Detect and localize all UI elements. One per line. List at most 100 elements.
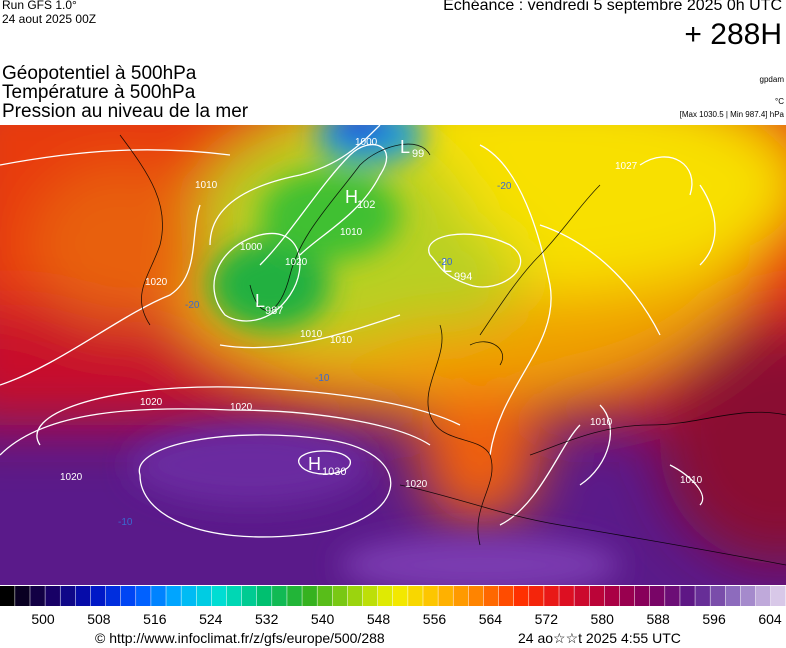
color-swatch: [241, 586, 257, 606]
run: Run GFS 1.0°: [2, 0, 77, 12]
color-swatch: [513, 586, 529, 606]
color-swatch: [423, 586, 438, 606]
map-label: 1020: [230, 402, 253, 413]
colorbar-label: 508: [87, 611, 111, 627]
map-label: 102: [357, 199, 375, 211]
map-label: L: [400, 137, 410, 157]
color-swatch: [695, 586, 710, 606]
map-label: 1000: [240, 242, 263, 253]
color-swatch: [256, 586, 272, 606]
color-swatch: [120, 586, 136, 606]
map-label: 1020: [140, 397, 163, 408]
color-swatch: [725, 586, 741, 606]
color-swatch: [529, 586, 544, 606]
color-swatch: [649, 586, 665, 606]
color-swatch: [468, 586, 484, 606]
color-swatch: [75, 586, 91, 606]
map-label: 1030: [322, 466, 346, 478]
color-swatch: [272, 586, 287, 606]
map-label: H: [308, 454, 321, 474]
color-swatch: [136, 586, 151, 606]
colorbar-label: 588: [646, 611, 670, 627]
color-swatch: [589, 586, 605, 606]
colorbar-label: 572: [535, 611, 559, 627]
color-swatch: [151, 586, 166, 606]
color-swatch: [438, 586, 453, 606]
color-swatch: [347, 586, 363, 606]
color-swatch: [483, 586, 499, 606]
unit: °C: [775, 97, 784, 106]
map-label: -10: [315, 373, 330, 384]
map-label: -20: [438, 257, 453, 268]
colorbar-label: 596: [702, 611, 726, 627]
color-swatch: [0, 586, 15, 606]
color-swatch: [544, 586, 559, 606]
map-label: L: [442, 256, 452, 276]
colorbar-label: 532: [255, 611, 279, 627]
map-label: 1010: [590, 417, 613, 428]
color-swatch: [30, 586, 45, 606]
color-swatch: [332, 586, 348, 606]
color-swatch: [15, 586, 30, 606]
color-swatch: [574, 586, 589, 606]
colorbar-label: 580: [591, 611, 615, 627]
colorbar-label: 548: [367, 611, 391, 627]
colorbar-label: 556: [423, 611, 447, 627]
map-label: 994: [454, 271, 472, 283]
colorbar-label: 524: [199, 611, 223, 627]
colorbar: 500 508 516 524 532 540 548 556 564 572 580 588 596 6…: [0, 586, 786, 627]
map-label: 1010: [330, 335, 353, 346]
unit: gpdam: [759, 75, 784, 84]
color-swatch: [302, 586, 317, 606]
map-label: H: [345, 187, 358, 207]
color-swatch: [453, 586, 469, 606]
color-swatch: [90, 586, 106, 606]
unit: [Max 1030.5 | Min 987.4] hPa: [679, 110, 784, 119]
map-label: 1020: [60, 472, 83, 483]
map-label: 1010: [340, 227, 363, 238]
title: Géopotentiel à 500hPa: [2, 63, 197, 84]
colorbar-label: 516: [143, 611, 167, 627]
title: Température à 500hPa: [2, 82, 196, 103]
map-label: -20: [497, 181, 512, 192]
map-label: L: [255, 291, 265, 311]
color-swatch: [604, 586, 620, 606]
run-date: 24 aout 2025 00Z: [2, 12, 97, 26]
colorbar-label: 540: [311, 611, 335, 627]
color-swatch: [181, 586, 196, 606]
color-swatch: [393, 586, 408, 606]
color-swatch: [740, 586, 756, 606]
color-swatch: [287, 586, 302, 606]
color-swatch: [770, 586, 786, 606]
map-label: -20: [185, 300, 200, 311]
color-swatch: [45, 586, 60, 606]
color-swatch: [196, 586, 212, 606]
map-label: 1020: [145, 277, 168, 288]
color-swatch: [559, 586, 574, 606]
map-label: 1027: [615, 161, 638, 172]
colorbar-label: 500: [31, 611, 55, 627]
coastlines: [119, 134, 786, 566]
isobars: [0, 125, 716, 538]
color-swatch: [211, 586, 227, 606]
color-swatch: [166, 586, 181, 606]
colorbar-label: 604: [758, 611, 782, 627]
color-swatch: [226, 586, 242, 606]
map-label: 987: [265, 305, 283, 317]
color-swatch: [317, 586, 333, 606]
map-label: 1010: [300, 329, 323, 340]
source: © http://www.infoclimat.fr/z/gfs/europe/…: [95, 630, 385, 646]
color-swatch: [710, 586, 726, 606]
colorbar-label: 564: [479, 611, 503, 627]
generated: 24 ao☆☆t 2025 4:55 UTC: [518, 630, 681, 646]
color-swatch: [362, 586, 378, 606]
map-label: 1000: [355, 137, 378, 148]
map-label: 99: [412, 148, 424, 160]
color-swatch: [680, 586, 695, 606]
map-label: 1020: [285, 257, 308, 268]
lead-time: + 288H: [684, 18, 782, 51]
echeance: Echéance : vendredi 5 septembre 2025 0h …: [443, 0, 782, 14]
color-swatch: [377, 586, 393, 606]
map-label: 1010: [195, 180, 218, 191]
